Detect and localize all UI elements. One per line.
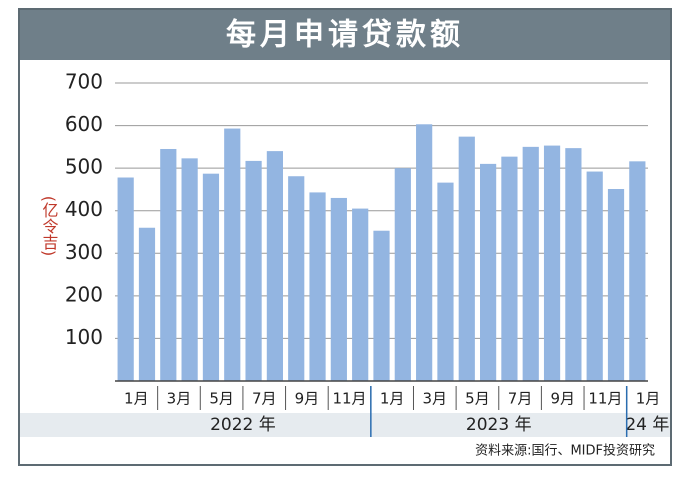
- year-label: 2023 年: [466, 415, 532, 435]
- bar: [437, 182, 454, 381]
- bar: [266, 151, 284, 381]
- bar: [607, 189, 625, 381]
- bar: [394, 168, 411, 381]
- y-tick-label: 500: [65, 155, 103, 179]
- bar: [330, 197, 347, 381]
- x-tick-label: 3月: [167, 390, 192, 408]
- bar: [373, 230, 390, 381]
- bar: [288, 176, 305, 381]
- bar: [202, 173, 220, 381]
- x-tick-label: 11月: [588, 390, 622, 408]
- bar: [160, 148, 177, 381]
- y-tick-label: 300: [65, 240, 103, 264]
- y-tick-label: 100: [65, 325, 103, 349]
- x-tick-label: 7月: [252, 390, 277, 408]
- x-tick-label: 9月: [550, 390, 575, 408]
- bar: [565, 148, 582, 381]
- bar: [352, 208, 369, 381]
- x-tick-label: 11月: [332, 390, 366, 408]
- x-tick-label: 3月: [423, 390, 448, 408]
- bar: [458, 136, 475, 381]
- bar: [586, 171, 603, 381]
- bar: [416, 124, 433, 382]
- bar: [479, 163, 497, 381]
- bar: [501, 156, 518, 381]
- bar: [181, 158, 198, 381]
- y-tick-label: 200: [65, 282, 103, 306]
- y-tick-label: 600: [65, 112, 103, 136]
- x-tick-label: 5月: [209, 390, 234, 408]
- x-tick-label: 1月: [636, 390, 661, 408]
- x-tick-label: 9月: [295, 390, 320, 408]
- x-tick-label: 7月: [508, 390, 533, 408]
- bar: [245, 160, 262, 381]
- x-tick-label: 1月: [380, 390, 405, 408]
- bar: [522, 146, 539, 381]
- year-label: 2022 年: [210, 415, 276, 435]
- x-tick-label: 5月: [465, 390, 490, 408]
- y-axis-label: (亿令吉): [40, 196, 59, 256]
- bar: [629, 161, 646, 381]
- bar: [117, 177, 134, 381]
- title-bar: [20, 10, 670, 60]
- source: 资料来源:国行、MIDF投资研究: [475, 443, 655, 459]
- x-tick-label: 1月: [124, 390, 149, 408]
- bar: [543, 145, 561, 381]
- bar: [138, 227, 156, 381]
- bar: [224, 128, 241, 381]
- y-tick-label: 400: [65, 197, 103, 221]
- bar: [309, 192, 326, 381]
- year-band: [20, 413, 670, 437]
- year-label: 24 年: [625, 415, 669, 435]
- y-tick-label: 700: [65, 70, 103, 94]
- chart-title: 每月申请贷款额: [226, 18, 464, 53]
